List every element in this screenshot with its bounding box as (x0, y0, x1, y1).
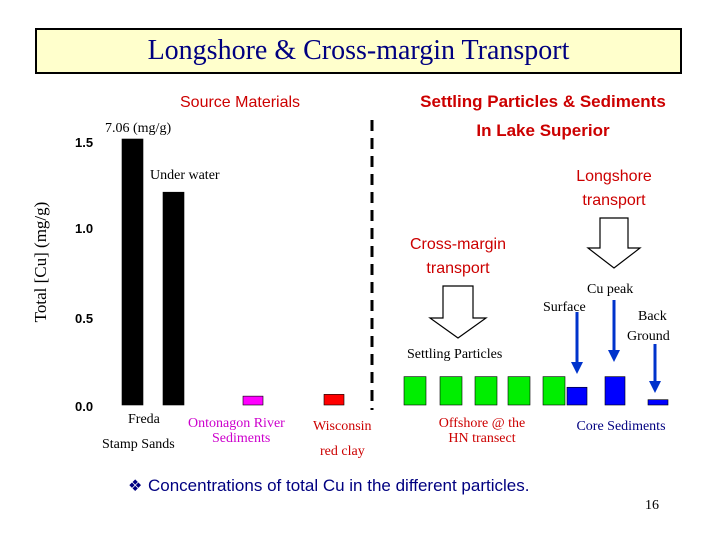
bar-offshore-the-hn-transect-4 (507, 376, 531, 406)
bar-core-sediments-1 (566, 386, 588, 406)
y-tick-label: 1.0 (75, 221, 93, 236)
group-label-hn-transect: HN transect (448, 431, 515, 446)
longshore-label-line2: transport (582, 192, 646, 209)
group-label-sediments: Sediments (212, 431, 270, 446)
settling-header-line2: In Lake Superior (476, 121, 610, 140)
bar-freda-stamp-sands-1 (121, 138, 144, 406)
source-materials-header: Source Materials (180, 94, 300, 111)
value-annotation: 7.06 (mg/g) (105, 121, 171, 136)
bar-core-sediments-2 (604, 376, 626, 406)
cu-peak-label: Cu peak (587, 282, 633, 297)
bar-offshore-the-hn-transect-2 (439, 376, 463, 406)
bar-core-sediments-3 (647, 399, 669, 406)
surface-label: Surface (543, 300, 586, 315)
bar-ontonagon-river-sediments-1 (242, 395, 264, 406)
bar-offshore-the-hn-transect-3 (474, 376, 498, 406)
bar-wisconsin-red-clay-1 (323, 394, 345, 406)
surface-arrow-icon (571, 312, 583, 374)
slide-title: Longshore & Cross-margin Transport (35, 28, 682, 74)
footnote-bullet-icon: ❖ (128, 478, 142, 495)
y-tick-label: 1.5 (75, 135, 93, 150)
group-label-ontonagon: Ontonagon River (188, 416, 285, 431)
y-tick-label: 0.5 (75, 311, 93, 326)
group-label-stamp-sands: Stamp Sands (102, 437, 175, 452)
group-label-freda: Freda (128, 412, 161, 427)
group-label-core-sediments: Core Sediments (576, 419, 665, 434)
footnote-text: Concentrations of total Cu in the differ… (148, 476, 529, 495)
settling-particles-label: Settling Particles (407, 347, 502, 362)
back-ground-arrow-icon (649, 344, 661, 393)
cross-margin-arrow-icon (428, 285, 488, 339)
longshore-label-line1: Longshore (576, 168, 652, 185)
under-water-label: Under water (150, 168, 220, 183)
y-tick-label: 0.0 (75, 399, 93, 414)
group-label-wisconsin: Wisconsin (313, 419, 372, 434)
bars-group (121, 138, 669, 406)
page-number: 16 (645, 498, 659, 513)
y-axis-label: Total [Cu] (mg/g) (31, 202, 50, 323)
bar-freda-stamp-sands-2 (162, 191, 185, 406)
group-label-red-clay: red clay (320, 444, 365, 459)
longshore-arrow-icon (586, 217, 642, 269)
back-ground-label-line1: Back (638, 309, 667, 324)
cu-peak-arrow-icon (608, 300, 620, 362)
cross-margin-label-line1: Cross-margin (410, 236, 506, 253)
bar-offshore-the-hn-transect-1 (403, 376, 427, 406)
cross-margin-label-line2: transport (426, 260, 490, 277)
bar-offshore-the-hn-transect-5 (542, 376, 566, 406)
group-label-offshore: Offshore @ the (439, 416, 526, 431)
back-ground-label-line2: Ground (627, 329, 670, 344)
settling-header-line1: Settling Particles & Sediments (420, 92, 666, 111)
